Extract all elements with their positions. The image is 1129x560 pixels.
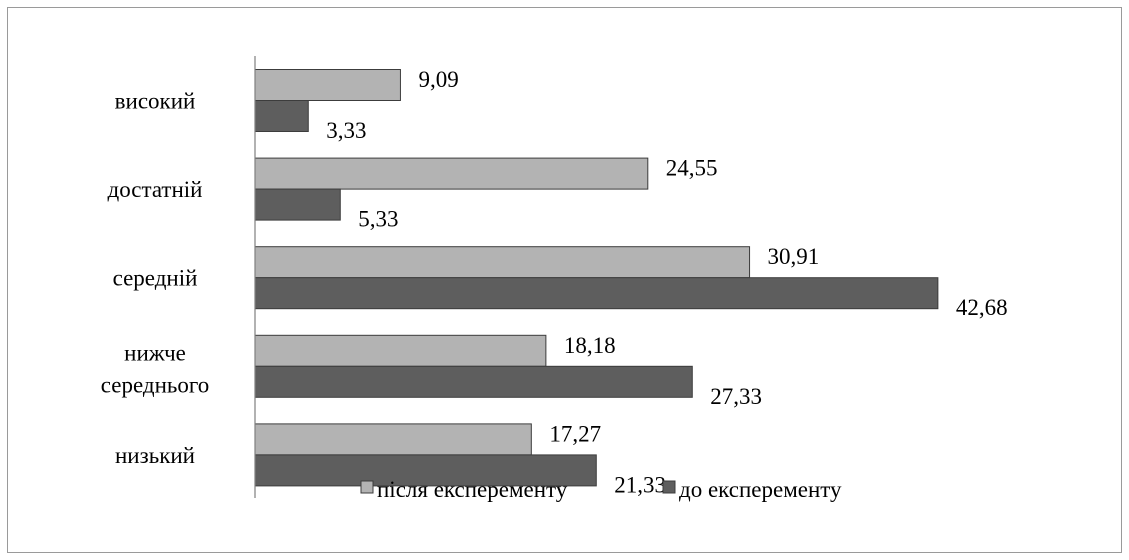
legend-swatch-before [662,480,676,494]
legend-label-before: до експеременту [679,477,842,502]
legend-label-after: після експеременту [377,477,568,502]
bar-before-достатній [254,188,341,221]
value-label-after-низький: 17,27 [549,421,601,446]
bar-after-середній [254,246,751,279]
value-label-after-нижче-середнього: 18,18 [564,333,616,358]
bar-before-нижче-середнього [254,365,693,398]
bars-layer [254,69,939,487]
legend-swatch-after [360,480,374,494]
bar-after-достатній [254,157,649,190]
bar-before-середній [254,277,939,310]
value-label-before-високий: 3,33 [326,118,366,143]
bar-after-нижче-середнього [254,334,547,367]
labels-layer: високий 9,09 3,33 достатній 24,55 5,33 середні… [101,67,1008,497]
value-label-before-достатній: 5,33 [358,207,398,232]
legend: після експеременту до експеременту [360,477,842,502]
value-label-after-достатній: 24,55 [666,156,718,181]
value-label-after-середній: 30,91 [768,244,820,269]
category-label-4: нижче середнього [101,340,209,397]
bar-before-низький [254,454,597,487]
bar-after-низький [254,423,532,456]
bar-before-високий [254,100,309,132]
category-label-2: достатній [108,177,203,202]
value-label-before-низький: 21,33 [614,472,666,497]
category-label-1: високий [115,89,196,114]
value-label-before-нижче-середнього: 27,33 [710,384,762,409]
category-label-5: низький [115,443,195,468]
category-label-3: середній [113,266,198,291]
value-label-after-високий: 9,09 [418,67,458,92]
bar-after-високий [254,69,401,101]
value-label-before-середній: 42,68 [956,295,1008,320]
